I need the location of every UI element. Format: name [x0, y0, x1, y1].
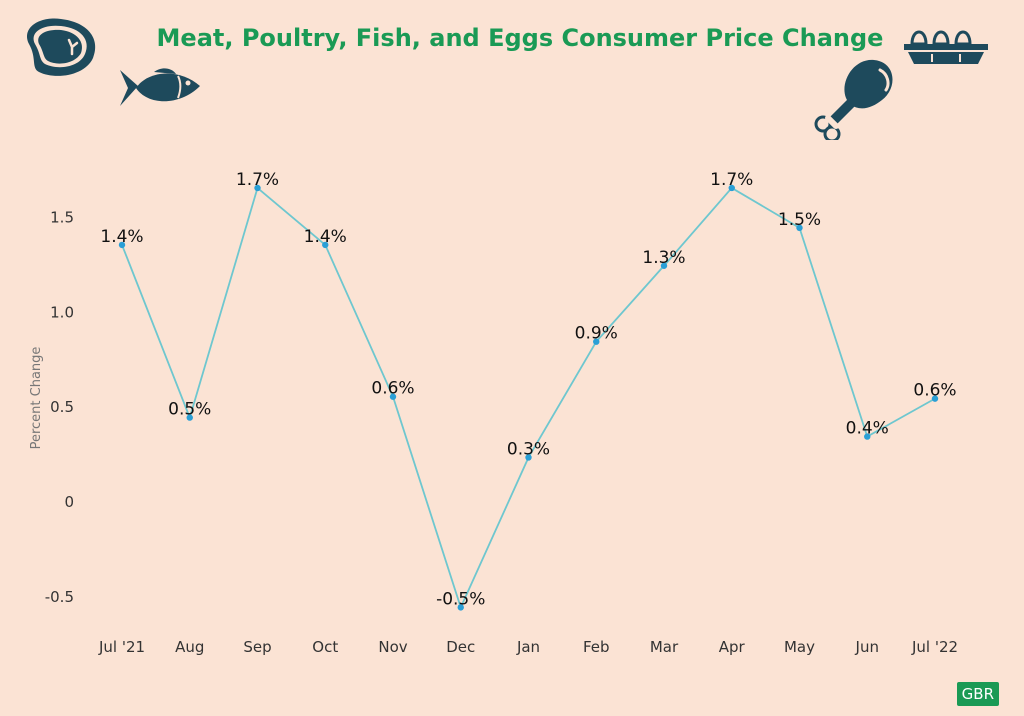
series [118, 184, 939, 611]
series-line [121, 186, 936, 610]
x-tick-label: Sep [243, 638, 271, 656]
x-tick-label: Dec [446, 638, 475, 656]
chart-title: Meat, Poultry, Fish, and Eggs Consumer P… [156, 24, 884, 52]
data-label: 0.9% [575, 324, 618, 344]
y-tick-label: 1.5 [50, 208, 74, 226]
y-axis: -0.5 0 0.5 1.0 1.5 [45, 208, 74, 606]
data-point [457, 604, 464, 611]
brand-badge: GBR [956, 682, 999, 706]
data-point [660, 262, 668, 269]
data-label: 0.5% [168, 400, 211, 420]
data-label: 1.4% [304, 227, 347, 247]
x-tick-label: Oct [312, 638, 338, 656]
data-point [796, 224, 803, 232]
data-label: 0.3% [507, 439, 550, 459]
data-label: 1.4% [100, 227, 143, 247]
data-point [593, 338, 600, 345]
x-tick-label: Mar [650, 638, 679, 656]
y-tick-label: 0 [64, 493, 74, 511]
x-tick-label: Apr [719, 638, 746, 656]
y-tick-label: 0.5 [50, 398, 74, 416]
y-axis-label: Percent Change [29, 347, 44, 450]
data-label: 0.4% [846, 419, 889, 439]
x-tick-label: Nov [378, 638, 407, 656]
x-tick-label: Aug [175, 638, 204, 656]
data-label: 1.7% [710, 170, 753, 190]
data-point [931, 395, 939, 402]
x-axis: Jul '21 Aug Sep Oct Nov Dec Jan Feb Mar Apr May Jun… [98, 638, 958, 656]
data-point [389, 393, 397, 400]
y-tick-label: 1.0 [50, 303, 74, 321]
data-label: 1.5% [778, 210, 821, 230]
eggs-icon [904, 30, 988, 64]
x-tick-label: May [784, 638, 815, 656]
data-label: -0.5% [436, 589, 485, 609]
data-point [322, 241, 329, 249]
data-point [525, 454, 532, 461]
data-point [186, 414, 193, 421]
data-label: 0.6% [913, 381, 956, 401]
x-tick-label: Jan [516, 638, 540, 656]
data-point [864, 433, 871, 440]
data-point [254, 184, 261, 192]
data-point [728, 184, 735, 192]
steak-icon [27, 18, 96, 76]
x-tick-label: Feb [583, 638, 610, 656]
data-label: 0.6% [371, 379, 414, 399]
fish-icon [120, 68, 200, 106]
y-tick-label: -0.5 [45, 588, 74, 606]
x-tick-label: Jul '22 [911, 638, 958, 656]
data-labels: 1.4% 0.5% 1.7% 1.4% 0.6% -0.5% 0.3% 0.9% 1.3% 1.7… [100, 170, 956, 609]
data-point [118, 241, 126, 249]
x-tick-label: Jun [855, 638, 879, 656]
chicken-leg-icon [814, 59, 893, 140]
data-label: 1.7% [236, 170, 279, 190]
x-tick-label: Jul '21 [98, 638, 145, 656]
data-label: 1.3% [642, 248, 685, 268]
